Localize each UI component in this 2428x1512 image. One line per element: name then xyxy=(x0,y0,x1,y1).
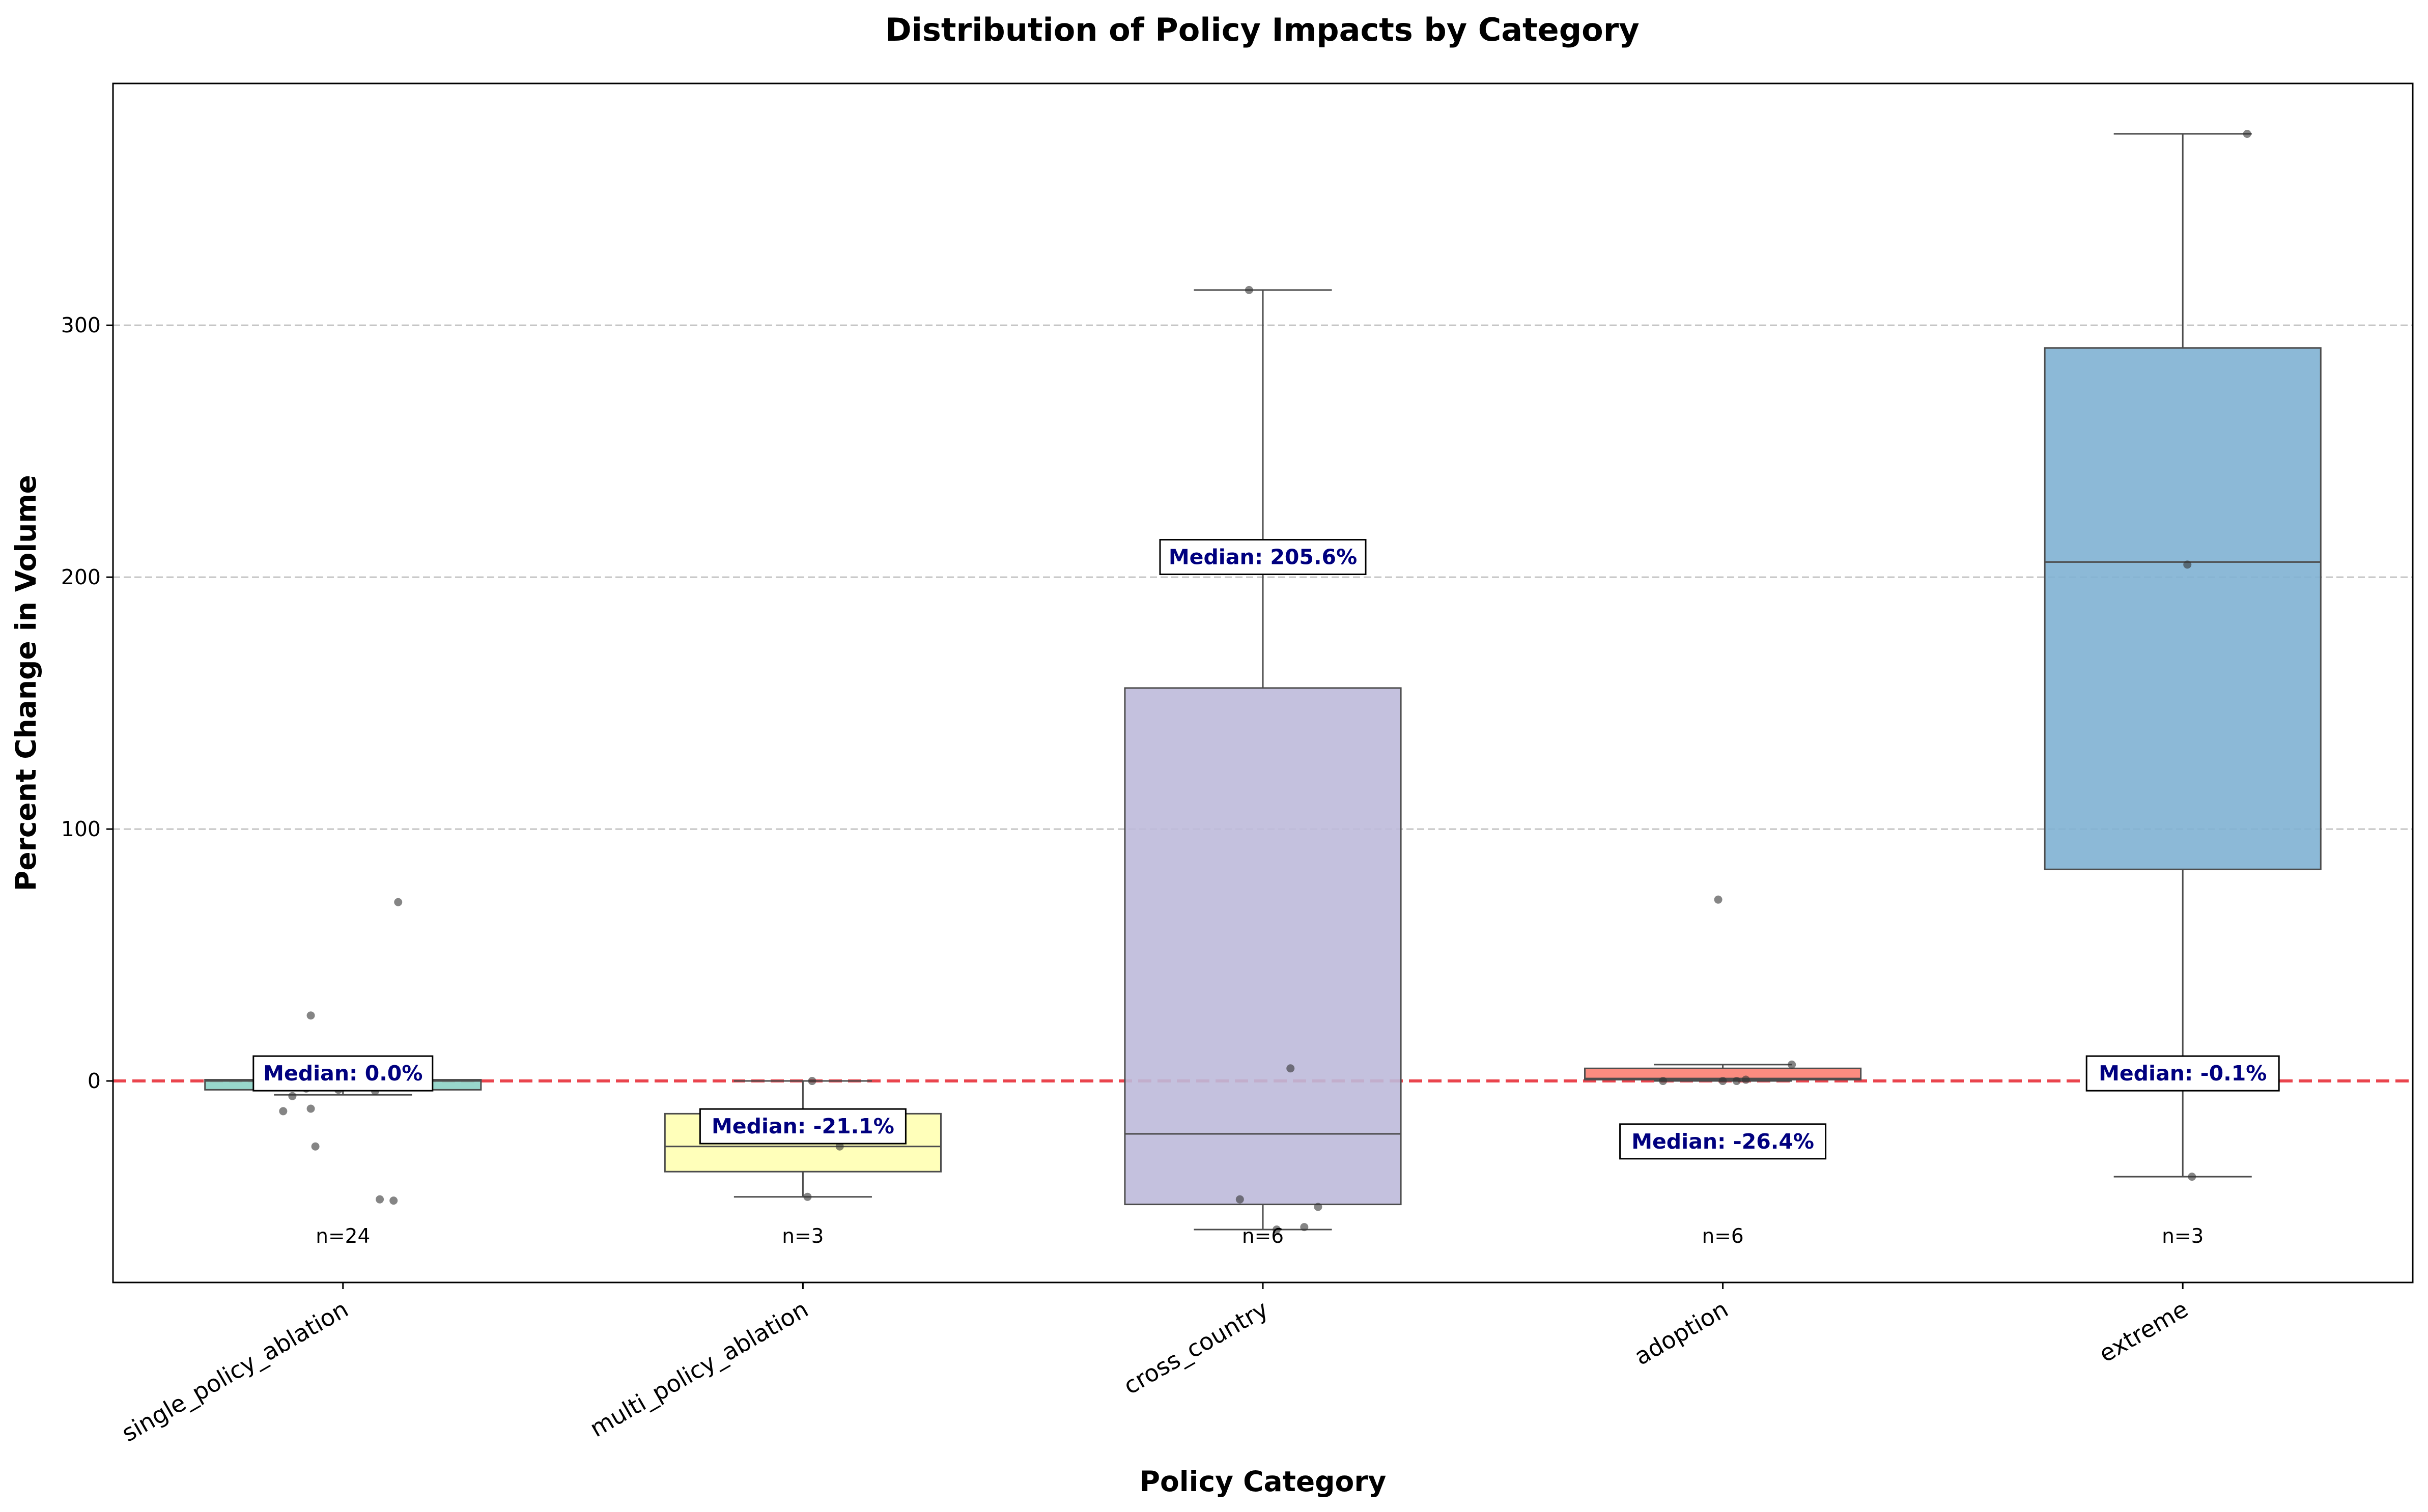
data-point xyxy=(306,1104,315,1113)
sample-size-label: n=6 xyxy=(1702,1225,1743,1248)
median-label-box xyxy=(1619,1123,1827,1160)
x-axis-title: Policy Category xyxy=(1140,1465,1387,1498)
chart-title: Distribution of Policy Impacts by Catego… xyxy=(885,11,1639,48)
y-tick-label: 100 xyxy=(61,817,101,841)
data-point xyxy=(1732,1077,1741,1086)
y-tick-label: 300 xyxy=(61,313,101,337)
y-tick-label: 0 xyxy=(88,1069,101,1093)
data-point xyxy=(1714,895,1723,904)
y-axis: 0 100 200 300 xyxy=(61,313,113,1093)
data-point xyxy=(835,1142,844,1151)
data-point xyxy=(279,1107,288,1116)
data-point xyxy=(1788,1060,1796,1069)
data-point xyxy=(1273,1225,1281,1234)
sample-size-label: n=24 xyxy=(316,1225,370,1248)
median-label-box xyxy=(252,1055,434,1092)
median-label: Median: -21.1% xyxy=(712,1114,894,1138)
data-point xyxy=(306,1011,315,1020)
median-label: Median: 0.0% xyxy=(263,1061,422,1086)
median-label: Median: -26.4% xyxy=(1631,1129,1814,1154)
data-point xyxy=(1741,1075,1750,1084)
box-extreme xyxy=(2044,347,2322,870)
data-point xyxy=(376,1195,384,1204)
data-point xyxy=(1314,1203,1322,1211)
median-label: Median: 205.6% xyxy=(1169,545,1357,569)
y-axis-title: Percent Change in Volume xyxy=(10,475,42,891)
data-point xyxy=(2243,129,2251,138)
median-label-box xyxy=(2085,1055,2280,1092)
median-label: Median: -0.1% xyxy=(2099,1061,2267,1086)
sample-size-label: n=6 xyxy=(1242,1225,1284,1248)
median-label-box xyxy=(699,1108,907,1145)
data-point xyxy=(1235,1195,1244,1204)
data-point xyxy=(2188,1173,2196,1181)
data-point xyxy=(288,1092,297,1100)
sample-size-label: n=3 xyxy=(2162,1225,2204,1248)
data-point xyxy=(1659,1077,1668,1086)
data-point xyxy=(389,1196,398,1205)
data-point xyxy=(803,1192,812,1201)
sample-size-label: n=3 xyxy=(782,1225,824,1248)
data-point xyxy=(808,1077,816,1086)
data-point xyxy=(311,1142,320,1151)
data-point xyxy=(1718,1077,1727,1086)
data-point xyxy=(1286,1064,1295,1073)
box-cross_country xyxy=(1124,687,1402,1206)
boxes-layer xyxy=(204,133,2322,1231)
data-point xyxy=(1300,1223,1309,1232)
data-point xyxy=(1245,286,1253,294)
data-point xyxy=(2183,560,2192,569)
y-tick-label: 200 xyxy=(61,565,101,589)
labels-layer: Median: 0.0% n=24 Median: -21.1% n=3 Median:… xyxy=(252,539,2280,1248)
median-label-box xyxy=(1159,539,1367,576)
data-point xyxy=(394,898,403,906)
